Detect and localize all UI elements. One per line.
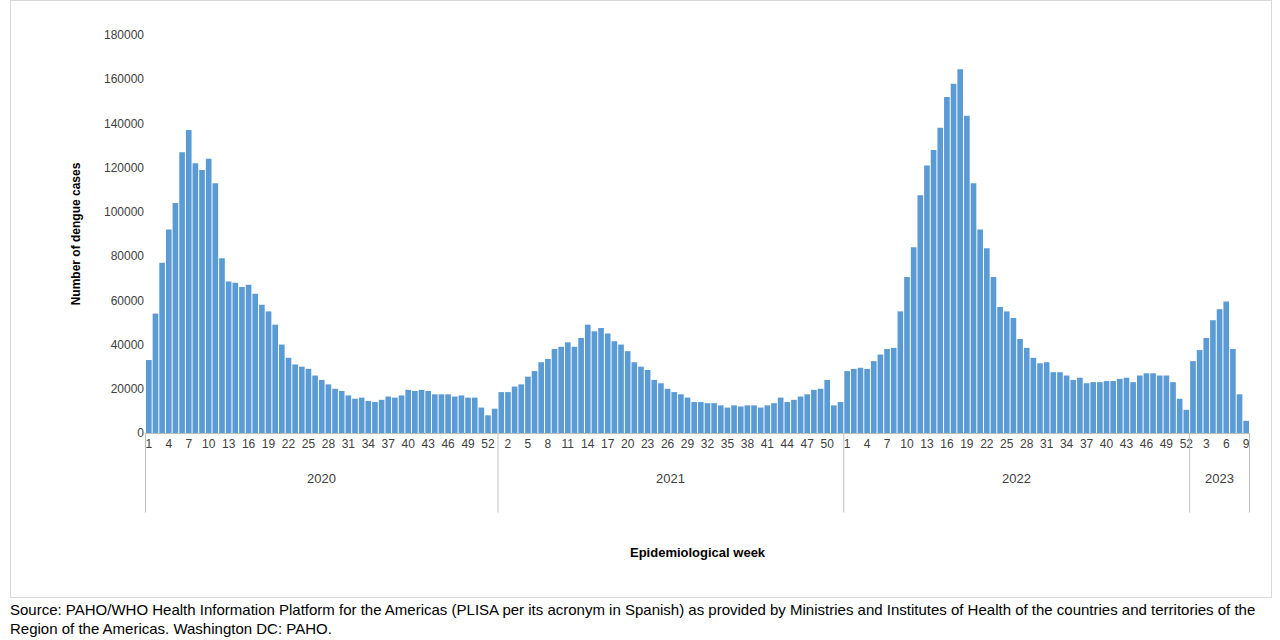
svg-text:49: 49 — [461, 437, 475, 451]
svg-text:140000: 140000 — [104, 117, 144, 131]
svg-text:52: 52 — [481, 437, 495, 451]
svg-text:43: 43 — [1120, 437, 1134, 451]
svg-text:10: 10 — [900, 437, 914, 451]
svg-text:14: 14 — [581, 437, 595, 451]
svg-text:37: 37 — [382, 437, 396, 451]
svg-text:2023: 2023 — [1205, 471, 1234, 486]
svg-text:23: 23 — [641, 437, 655, 451]
svg-text:22: 22 — [980, 437, 994, 451]
svg-text:2: 2 — [505, 437, 512, 451]
svg-text:1: 1 — [145, 437, 152, 451]
svg-text:25: 25 — [302, 437, 316, 451]
svg-text:46: 46 — [441, 437, 455, 451]
svg-text:35: 35 — [721, 437, 735, 451]
svg-text:4: 4 — [864, 437, 871, 451]
svg-text:9: 9 — [1243, 437, 1250, 451]
svg-text:34: 34 — [362, 437, 376, 451]
svg-text:40: 40 — [402, 437, 416, 451]
svg-text:22: 22 — [282, 437, 296, 451]
svg-text:43: 43 — [421, 437, 435, 451]
svg-text:38: 38 — [741, 437, 755, 451]
svg-text:40000: 40000 — [111, 338, 145, 352]
svg-text:37: 37 — [1080, 437, 1094, 451]
svg-text:20000: 20000 — [111, 382, 145, 396]
svg-text:46: 46 — [1140, 437, 1154, 451]
svg-text:5: 5 — [525, 437, 532, 451]
svg-text:16: 16 — [940, 437, 954, 451]
svg-text:1: 1 — [844, 437, 851, 451]
svg-text:31: 31 — [1040, 437, 1054, 451]
svg-text:2021: 2021 — [656, 471, 685, 486]
svg-text:7: 7 — [884, 437, 891, 451]
svg-text:160000: 160000 — [104, 72, 144, 86]
svg-text:28: 28 — [322, 437, 336, 451]
svg-text:13: 13 — [920, 437, 934, 451]
svg-text:8: 8 — [545, 437, 552, 451]
svg-text:50: 50 — [821, 437, 835, 451]
svg-text:29: 29 — [681, 437, 695, 451]
svg-text:47: 47 — [801, 437, 815, 451]
svg-text:41: 41 — [761, 437, 775, 451]
svg-text:34: 34 — [1060, 437, 1074, 451]
svg-text:Epidemiological week: Epidemiological week — [630, 545, 766, 560]
svg-text:31: 31 — [342, 437, 356, 451]
svg-text:7: 7 — [185, 437, 192, 451]
svg-text:6: 6 — [1223, 437, 1230, 451]
svg-text:180000: 180000 — [104, 28, 144, 42]
svg-text:4: 4 — [165, 437, 172, 451]
html-text:Source: PAHO/WHO Health Inform: Source: PAHO/WHO Health Information Plat… — [10, 601, 1256, 637]
svg-text:2020: 2020 — [307, 471, 336, 486]
svg-text:32: 32 — [701, 437, 715, 451]
svg-text:25: 25 — [1000, 437, 1014, 451]
svg-text:100000: 100000 — [104, 205, 144, 219]
svg-text:16: 16 — [242, 437, 256, 451]
svg-text:49: 49 — [1160, 437, 1174, 451]
svg-text:2022: 2022 — [1002, 471, 1031, 486]
svg-text:44: 44 — [781, 437, 795, 451]
svg-text:Number of dengue cases: Number of dengue cases — [69, 162, 83, 305]
svg-text:120000: 120000 — [104, 161, 144, 175]
svg-text:28: 28 — [1020, 437, 1034, 451]
svg-text:17: 17 — [601, 437, 615, 451]
svg-text:11: 11 — [562, 437, 575, 451]
svg-text:20: 20 — [621, 437, 635, 451]
svg-text:40: 40 — [1100, 437, 1114, 451]
svg-text:80000: 80000 — [111, 249, 145, 263]
svg-text:19: 19 — [262, 437, 276, 451]
svg-text:60000: 60000 — [111, 294, 145, 308]
svg-text:10: 10 — [202, 437, 216, 451]
svg-text:19: 19 — [960, 437, 974, 451]
svg-text:13: 13 — [222, 437, 236, 451]
svg-text:0: 0 — [137, 426, 144, 440]
svg-text:3: 3 — [1203, 437, 1210, 451]
svg-text:26: 26 — [661, 437, 675, 451]
svg-text:52: 52 — [1180, 437, 1194, 451]
